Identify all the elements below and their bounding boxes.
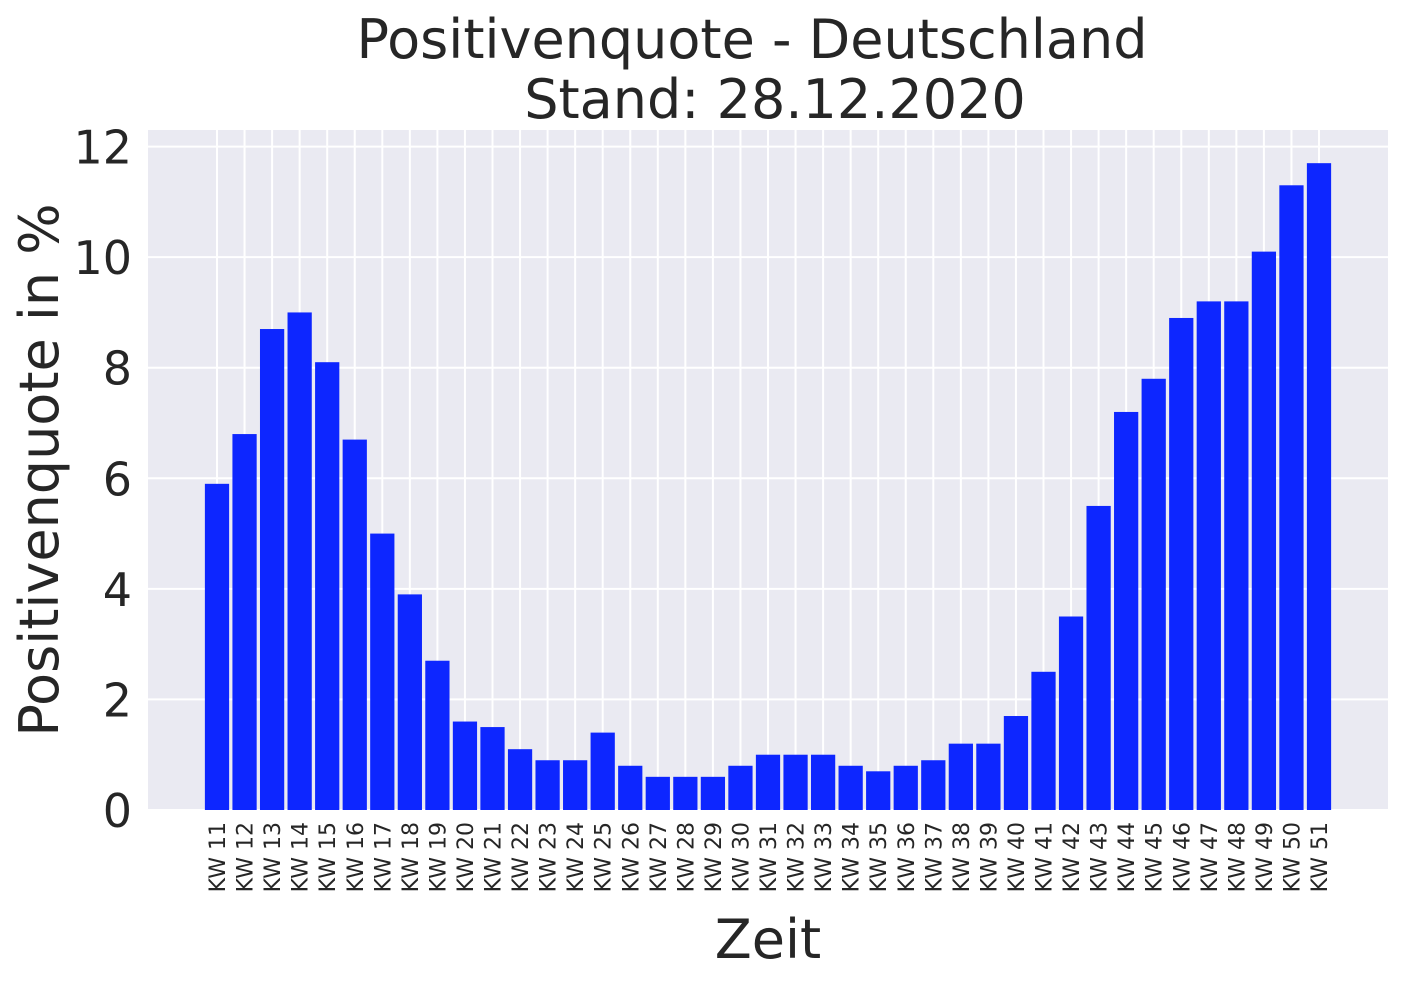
x-tick-label: KW 33 xyxy=(812,822,837,892)
bar-kw-12 xyxy=(232,434,257,810)
bar-kw-24 xyxy=(563,760,588,810)
y-tick-label: 4 xyxy=(103,563,132,617)
bar-kw-46 xyxy=(1169,317,1194,810)
bar-kw-28 xyxy=(673,776,698,810)
bar-kw-17 xyxy=(370,533,395,810)
x-tick-label: KW 48 xyxy=(1225,822,1250,892)
bar-kw-51 xyxy=(1306,163,1332,811)
x-axis-label: Zeit xyxy=(715,908,821,971)
x-tick-label: KW 32 xyxy=(785,822,810,892)
chart-subtitle: Stand: 28.12.2020 xyxy=(524,68,1026,131)
x-tick-label: KW 20 xyxy=(454,822,479,892)
bar-kw-37 xyxy=(921,760,946,810)
x-tick-label: KW 41 xyxy=(1033,822,1058,892)
x-tick-label: KW 49 xyxy=(1253,822,1278,892)
bar-kw-14 xyxy=(287,312,312,810)
x-tick-label: KW 22 xyxy=(509,822,534,892)
x-tick-label: KW 46 xyxy=(1170,822,1195,892)
bar-kw-38 xyxy=(948,743,973,810)
x-tick-label: KW 25 xyxy=(592,822,617,892)
x-tick-label: KW 38 xyxy=(950,822,975,892)
x-tick-label: KW 51 xyxy=(1308,822,1333,892)
bar-kw-50 xyxy=(1279,185,1304,810)
x-tick-labels: KW 11 KW 12 KW 13 KW 14 KW 15 KW 16 KW 17 KW 18… xyxy=(206,822,1333,892)
y-tick-label: 0 xyxy=(103,784,132,838)
x-tick-label: KW 23 xyxy=(537,822,562,892)
bar-kw-36 xyxy=(893,765,918,810)
bar-kw-32 xyxy=(783,754,808,810)
bar-kw-33 xyxy=(810,754,836,810)
x-tick-label: KW 43 xyxy=(1088,822,1113,892)
bar-kw-48 xyxy=(1224,301,1249,810)
y-tick-label: 2 xyxy=(103,673,132,727)
bar-kw-35 xyxy=(866,771,891,810)
y-tick-label: 6 xyxy=(103,452,132,506)
bar-kw-19 xyxy=(425,660,450,810)
x-tick-label: KW 37 xyxy=(922,822,947,892)
x-tick-label: KW 13 xyxy=(261,822,286,892)
x-tick-label: KW 47 xyxy=(1198,822,1223,892)
bar-kw-23 xyxy=(535,760,560,810)
bar-kw-40 xyxy=(1003,716,1029,810)
x-tick-label: KW 11 xyxy=(206,822,231,892)
bar-kw-30 xyxy=(728,765,753,810)
bar-kw-43 xyxy=(1086,505,1111,810)
x-tick-label: KW 30 xyxy=(729,822,754,892)
x-tick-label: KW 21 xyxy=(482,822,507,892)
x-tick-label: KW 14 xyxy=(289,822,314,892)
x-tick-label: KW 44 xyxy=(1115,822,1140,892)
bar-kw-21 xyxy=(480,727,505,810)
x-tick-label: KW 31 xyxy=(757,822,782,892)
x-tick-label: KW 29 xyxy=(702,822,727,892)
x-tick-label: KW 18 xyxy=(399,822,424,892)
x-tick-label: KW 16 xyxy=(344,822,369,892)
bar-kw-47 xyxy=(1196,301,1221,810)
bar-kw-25 xyxy=(590,732,615,810)
x-tick-label: KW 17 xyxy=(371,822,396,892)
x-tick-label: KW 36 xyxy=(895,822,920,892)
bar-kw-45 xyxy=(1141,378,1166,810)
bar-kw-11 xyxy=(204,483,230,810)
x-tick-label: KW 40 xyxy=(1005,822,1030,892)
x-tick-label: KW 24 xyxy=(564,822,589,892)
x-tick-label: KW 42 xyxy=(1060,822,1085,892)
bar-kw-39 xyxy=(976,743,1001,810)
bar-kw-34 xyxy=(838,765,863,810)
x-tick-label: KW 27 xyxy=(647,822,672,892)
y-tick-label: 8 xyxy=(103,342,132,396)
bar-kw-16 xyxy=(342,439,367,810)
bar-kw-31 xyxy=(755,754,781,810)
y-tick-label: 12 xyxy=(73,121,132,175)
x-tick-label: KW 45 xyxy=(1143,822,1168,892)
x-tick-label: KW 15 xyxy=(316,822,341,892)
bar-kw-42 xyxy=(1058,616,1084,810)
x-tick-label: KW 28 xyxy=(674,822,699,892)
x-tick-label: KW 12 xyxy=(234,822,259,892)
bar-kw-13 xyxy=(259,329,285,810)
bar-kw-41 xyxy=(1031,671,1056,810)
bar-kw-18 xyxy=(397,594,422,810)
y-tick-label: 10 xyxy=(73,231,132,285)
y-axis-label: Positivenquote in % xyxy=(8,203,71,736)
x-tick-label: KW 35 xyxy=(867,822,892,892)
bar-kw-44 xyxy=(1114,411,1139,810)
x-tick-label: KW 19 xyxy=(426,822,451,892)
bar-kw-15 xyxy=(315,362,340,810)
bar-kw-20 xyxy=(452,721,478,810)
bars xyxy=(204,163,1332,811)
x-tick-label: KW 50 xyxy=(1280,822,1305,892)
bar-kw-29 xyxy=(700,776,726,810)
bar-kw-26 xyxy=(618,765,643,810)
bar-kw-22 xyxy=(507,749,533,810)
x-tick-label: KW 26 xyxy=(619,822,644,892)
x-tick-label: KW 34 xyxy=(840,822,865,892)
x-tick-label: KW 39 xyxy=(977,822,1002,892)
y-tick-labels: 0 2 4 6 8 10 12 xyxy=(73,121,132,838)
chart-title: Positivenquote - Deutschland xyxy=(357,8,1148,71)
bar-kw-27 xyxy=(645,776,670,810)
bar-kw-49 xyxy=(1251,251,1277,810)
